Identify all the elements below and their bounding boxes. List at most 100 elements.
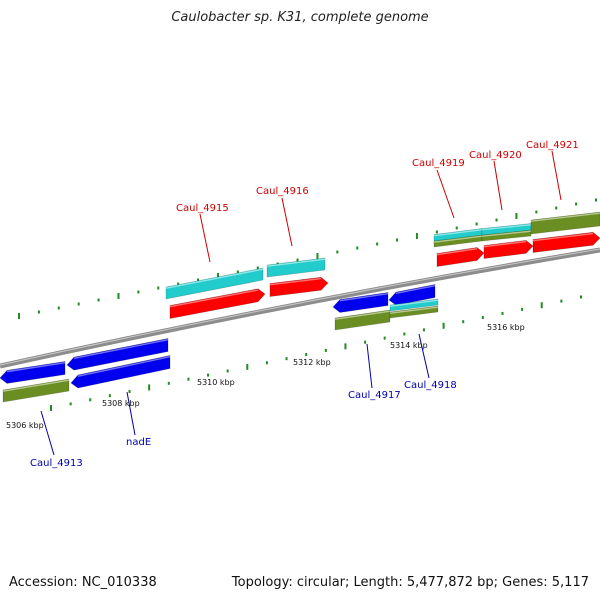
lower-tick-25 [540, 302, 543, 309]
scale-label-5308: 5308 kbp [102, 399, 140, 408]
cds-caul-4920 [483, 239, 534, 259]
gene-label-caul-4919[interactable]: Caul_4919 [412, 158, 465, 169]
gene-caul-4921 [530, 211, 600, 235]
lower-tick-22 [481, 316, 484, 320]
lower-tick-26 [560, 299, 563, 303]
upper-tick-18 [376, 242, 379, 246]
lower-tick-23 [501, 311, 504, 315]
feature-layer [0, 211, 600, 403]
lower-tick-7 [187, 377, 190, 381]
upper-tick-28 [575, 202, 578, 206]
upper-tick-7 [157, 286, 160, 290]
lower-tick-24 [521, 307, 524, 311]
lower-tick-12 [285, 357, 288, 361]
gene-label-caul-4913[interactable]: Caul_4913 [30, 458, 83, 469]
scale-label-5312: 5312 kbp [293, 358, 331, 367]
leader-nade [126, 391, 136, 436]
upper-tick-15 [316, 253, 319, 259]
cds-caul-4915 [169, 288, 266, 319]
scale-label-5316: 5316 kbp [487, 323, 525, 332]
leader-caul-4917 [366, 343, 373, 389]
upper-tick-27 [555, 206, 558, 210]
lower-tick-10 [246, 363, 249, 370]
label-layer: 5306 kbp 5308 kbp 5310 kbp 5312 kbp 5314… [6, 140, 579, 469]
lower-tick-1 [69, 402, 72, 406]
upper-tick-20 [415, 233, 418, 239]
genome-backbone [0, 247, 600, 369]
scale-label-5314: 5314 kbp [390, 341, 428, 350]
leader-caul-4921 [551, 150, 562, 201]
accession-text: Accession: NC_010338 [9, 575, 157, 590]
cds-caul-4913 [0, 361, 66, 384]
lower-tick-18 [403, 332, 406, 336]
gene-label-caul-4920[interactable]: Caul_4920 [469, 150, 522, 161]
upper-tick-21 [435, 230, 438, 234]
cds-caul-4921-shine [532, 232, 594, 242]
cds-caul-4919-shine [436, 248, 478, 256]
gene-caul-4913 [2, 378, 70, 403]
lower-tick-14 [324, 348, 327, 352]
cds-caul-4916 [269, 276, 329, 297]
leader-caul-4919 [436, 169, 455, 219]
gene-caul-4915 [165, 267, 264, 300]
upper-tick-23 [475, 222, 478, 226]
upper-tick-22 [455, 226, 458, 230]
upper-tick-12 [256, 266, 259, 270]
lower-tick-16 [364, 340, 367, 344]
gene-caul-4918-shine [389, 306, 439, 314]
cds-nade [66, 338, 169, 371]
upper-tick-26 [535, 210, 538, 214]
genome-summary-text: Topology: circular; Length: 5,477,872 bp… [231, 575, 589, 590]
gene-caul-4916 [266, 257, 326, 278]
cds-caul-4920-shine [483, 240, 527, 248]
lower-tick-2 [89, 398, 92, 402]
gene-caul-4917 [334, 309, 391, 331]
backbone-layer [0, 247, 600, 369]
upper-tick-29 [595, 198, 597, 202]
lower-tick-21 [462, 320, 465, 324]
upper-tick-14 [296, 258, 299, 262]
upper-tick-17 [356, 246, 359, 250]
lower-tick-27 [580, 295, 582, 299]
lower-tick-19 [422, 328, 425, 332]
upper-tick-10 [216, 273, 219, 279]
lower-tick-17 [383, 336, 386, 340]
cds-caul-4921 [532, 231, 600, 253]
cds-nade-lower [70, 355, 171, 389]
upper-tick-16 [336, 250, 339, 254]
lower-tick-4 [128, 390, 131, 394]
lower-tick-9 [226, 369, 229, 373]
gene-label-caul-4916[interactable]: Caul_4916 [256, 186, 309, 197]
gene-label-caul-4921[interactable]: Caul_4921 [526, 140, 579, 151]
leader-caul-4915 [199, 213, 211, 263]
gene-label-caul-4915[interactable]: Caul_4915 [176, 203, 229, 214]
gene-label-caul-4918[interactable]: Caul_4918 [404, 380, 457, 391]
upper-tick-8 [177, 282, 180, 286]
gene-band-caul-4920-shine [481, 230, 532, 237]
cds-caul-4917 [332, 292, 389, 313]
upper-tick-19 [396, 238, 399, 242]
gene-label-caul-4917[interactable]: Caul_4917 [348, 390, 401, 401]
cds-caul-4918 [388, 284, 436, 306]
leader-caul-4918 [418, 333, 430, 379]
leader-layer [40, 150, 562, 456]
scale-label-5310: 5310 kbp [197, 378, 235, 387]
leader-caul-4920 [493, 160, 503, 211]
upper-tick-2 [57, 306, 60, 310]
lower-tick-5 [148, 384, 151, 391]
tick-dots-layer [18, 198, 597, 411]
cds-caul-4919 [436, 247, 485, 267]
map-title: Caulobacter sp. K31, complete genome [171, 10, 429, 25]
gene-label-nade[interactable]: nadE [126, 437, 151, 448]
gene-caul-4919-shine [433, 229, 483, 237]
lower-tick-20 [442, 322, 445, 329]
genome-backbone-highlight [0, 248, 600, 366]
lower-tick-8 [207, 373, 210, 377]
cds-nade-lower-shine [77, 356, 171, 377]
cds-caul-4913-shine [6, 362, 66, 373]
upper-tick-0 [18, 313, 20, 319]
upper-tick-6 [137, 290, 140, 294]
upper-tick-25 [515, 213, 518, 219]
